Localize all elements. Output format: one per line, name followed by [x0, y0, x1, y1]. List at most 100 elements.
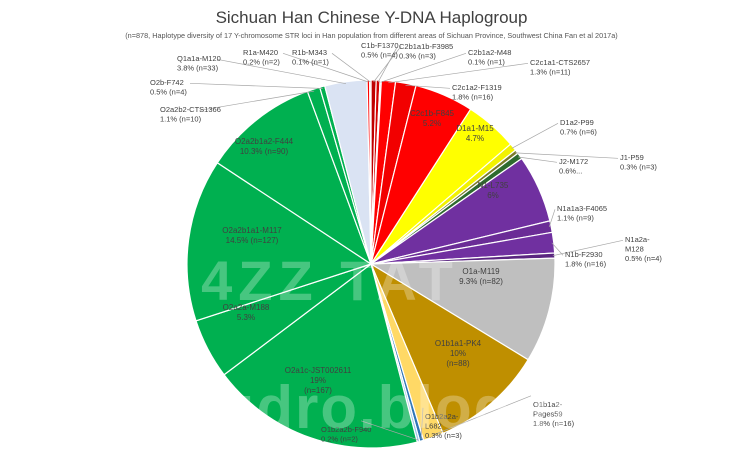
leader-line-j2-m172 — [518, 156, 558, 163]
data-label-n1a2a-m128: N1a2a-M128 0.5% (n=4) — [625, 235, 662, 263]
leader-line-c1b-f1370 — [373, 46, 402, 83]
data-label-r1a-m420: R1a-M420 0.2% (n=2) — [243, 48, 280, 67]
data-label-line: R1a-M420 — [243, 48, 278, 57]
data-label-line: O1b1a1-PK4 — [435, 339, 482, 348]
leader-line-j1-p59 — [515, 152, 619, 159]
data-label-line: 4.7% — [466, 134, 484, 143]
data-label-line: O1b2a2a- — [425, 412, 459, 421]
data-label-line: O2a2a-M188 — [223, 303, 270, 312]
watermark: 4ZZ TAT gudro.blog.ne — [179, 249, 603, 441]
data-label-line: 0.5% (n=4) — [625, 254, 662, 263]
data-label-line: (n=88) — [446, 359, 470, 368]
data-label-line: C2c1a2-F1319 — [452, 83, 502, 92]
data-label-line: 0.5% (n=4) — [361, 51, 398, 60]
data-label-line: 5.3% — [237, 313, 255, 322]
data-label-o1a-m119: O1a-M119 9.3% (n=82) — [459, 267, 503, 286]
data-label-line: N1a1a3-F4065 — [557, 204, 607, 213]
leader-line-d1a2-p99 — [511, 122, 559, 149]
data-label-line: 9.3% (n=82) — [459, 277, 503, 286]
pie-slices — [186, 79, 556, 449]
data-label-o2a1c-jst002611: O2a1c-JST002611 19% (n=167) — [285, 366, 352, 395]
data-label-r1b-m343: R1b-M343 0.1% (n=1) — [292, 48, 329, 67]
data-label-line: O1a-M119 — [462, 267, 500, 276]
leader-line-q1a1a-m120 — [216, 58, 347, 85]
leader-line-o1b2a2b-f940 — [360, 420, 419, 441]
data-label-line: 1.8% (n=16) — [565, 260, 607, 269]
slice-labels: C1b-F1370 0.5% (n=4)C2b1a1b-F3985 0.3% (n=… — [150, 41, 662, 444]
leader-line-o1b1a2-pages59 — [432, 395, 532, 436]
data-label-o2a2a-m188: O2a2a-M188 5.3% — [223, 303, 270, 322]
data-label-line: 0.2% (n=2) — [243, 58, 280, 67]
data-label-o1b2a2a-l682: O1b2a2a-L682 0.3% (n=3) — [425, 412, 462, 440]
data-label-line: L682 — [425, 422, 442, 431]
chart-title: Sichuan Han Chinese Y-DNA Haplogroup — [215, 8, 528, 27]
data-label-line: 5.2% — [423, 119, 441, 128]
data-label-c1b-f1370: C1b-F1370 0.5% (n=4) — [361, 41, 399, 60]
pie-slice-r1b-m343 — [369, 79, 372, 265]
data-label-line: O2a2b1a2-F444 — [235, 137, 294, 146]
data-label-o2a2b2-cts1366: O2a2b2-CTS1366 1.1% (n=10) — [160, 105, 221, 124]
leader-line-c2c1a1-cts2657 — [388, 62, 529, 84]
data-label-n1-l735: N1-L735 6% — [478, 181, 509, 200]
data-label-c2c1b-f845: C2c1b-F845 5.2% — [410, 109, 455, 128]
data-label-line: M128 — [625, 245, 644, 254]
data-label-line: N1b-F2930 — [565, 250, 603, 259]
leader-line-o2a2b2-cts1366 — [199, 90, 315, 111]
data-label-line: C2c1a1-CTS2657 — [530, 58, 590, 67]
data-label-line: 14.5% (n=127) — [226, 236, 279, 245]
data-label-line: 1.3% (n=11) — [530, 68, 571, 77]
data-label-line: 19% — [310, 376, 326, 385]
data-label-o2a2b1a2-f444: O2a2b1a2-F444 10.3% (n=90) — [235, 137, 294, 156]
data-label-line: 0.7% (n=6) — [560, 128, 597, 137]
pie-slice-o1b1a1-pk4 — [369, 262, 529, 435]
leader-line-c2b1a1b-f3985 — [377, 47, 398, 83]
data-label-j1-p59: J1-P59 0.3% (n=3) — [620, 153, 657, 172]
leader-line-c2b1a2-m48 — [380, 52, 467, 83]
data-label-line: 1.1% (n=10) — [160, 115, 202, 124]
data-label-d1a1-m15: D1a1-M15 4.7% — [456, 124, 494, 143]
data-label-line: J2-M172 — [559, 157, 588, 166]
data-label-line: D1a2-P99 — [560, 118, 594, 127]
leader-lines — [189, 46, 624, 441]
data-label-line: 0.3% (n=3) — [399, 52, 436, 61]
chart-subtitle: (n=878, Haplotype diversity of 17 Y-chro… — [125, 31, 618, 40]
leader-line-n1a2a-m128 — [552, 239, 624, 257]
leader-line-c2c1a2-f1319 — [405, 84, 451, 89]
data-label-o1b2a2b-f940: O1b2a2b-F940 0.2% (n=2) — [321, 425, 371, 444]
data-label-q1a1a-m120: Q1a1a-M120 3.8% (n=33) — [177, 54, 221, 73]
data-label-c2c1a1-cts2657: C2c1a1-CTS2657 1.3% (n=11) — [530, 58, 590, 77]
data-label-line: C2c1b-F845 — [410, 109, 455, 118]
data-label-line: 0.3% (n=3) — [425, 431, 462, 440]
data-label-j2-m172: J2-M172 0.6%... — [559, 157, 588, 176]
data-label-line: (n=167) — [304, 386, 332, 395]
data-label-d1a2-p99: D1a2-P99 0.7% (n=6) — [560, 118, 597, 137]
data-label-n1a1a3-f4065: N1a1a3-F4065 1.1% (n=9) — [557, 204, 607, 223]
data-label-line: 0.6%... — [559, 167, 582, 176]
data-label-line: O2a1c-JST002611 — [285, 366, 352, 375]
leader-line-r1b-m343 — [331, 53, 371, 83]
data-label-c2b1a2-m48: C2b1a2-M48 0.1% (n=1) — [468, 48, 511, 67]
leader-line-o1b2a2a-l682 — [420, 407, 424, 440]
data-label-line: 0.5% (n=4) — [150, 88, 187, 97]
data-label-c2b1a1b-f3985: C2b1a1b-F3985 0.3% (n=3) — [399, 42, 453, 61]
pie-slice-o1a-m119 — [368, 257, 556, 361]
data-label-line: 0.1% (n=1) — [292, 58, 329, 67]
watermark-line-1: 4ZZ TAT — [201, 249, 459, 312]
data-label-n1b-f2930: N1b-F2930 1.8% (n=16) — [565, 250, 607, 269]
data-label-line: O1b2a2b-F940 — [321, 425, 371, 434]
data-label-line: O2a2b2-CTS1366 — [160, 105, 221, 114]
data-label-line: C2b1a2-M48 — [468, 48, 511, 57]
data-label-line: 0.3% (n=3) — [620, 163, 657, 172]
leader-line-o2b-f742 — [189, 82, 323, 89]
data-label-line: Pages59 — [533, 410, 563, 419]
data-label-o2b-f742: O2b-F742 0.5% (n=4) — [150, 78, 187, 97]
data-label-line: 10.3% (n=90) — [240, 147, 289, 156]
leader-line-r1a-m420 — [282, 52, 369, 83]
data-label-line: C2b1a1b-F3985 — [399, 42, 453, 51]
data-label-o2a2b1a1-m117: O2a2b1a1-M117 14.5% (n=127) — [222, 226, 282, 245]
leader-line-n1b-f2930 — [551, 242, 564, 256]
data-label-line: 1.8% (n=16) — [533, 419, 575, 428]
data-label-line: Q1a1a-M120 — [177, 54, 221, 63]
